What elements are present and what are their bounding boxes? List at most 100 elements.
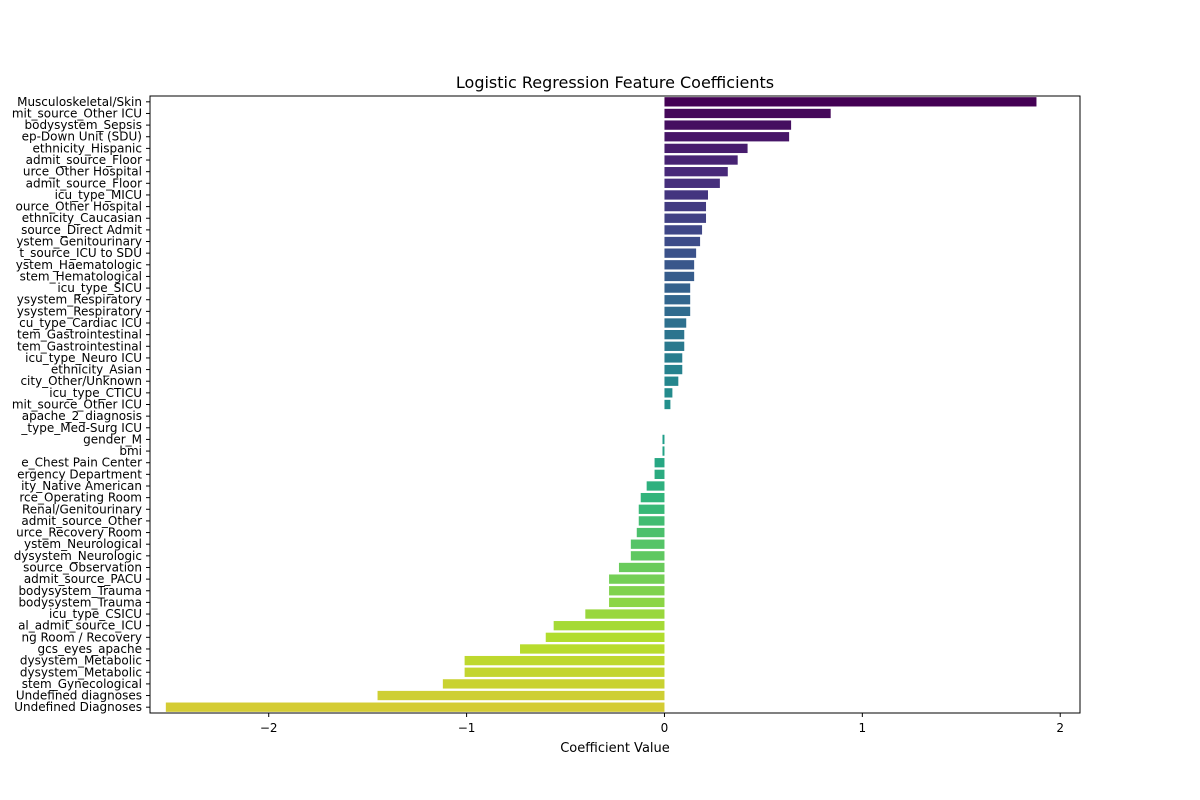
y-tick-label: Undefined diagnoses	[16, 689, 142, 703]
bar	[664, 236, 701, 247]
bar	[662, 434, 665, 445]
y-tick-label: admit_source_PACU	[24, 572, 142, 586]
y-tick-label: cu_type_Cardiac ICU	[19, 316, 142, 330]
bar	[464, 667, 665, 677]
x-axis-label: Coefficient Value	[560, 741, 670, 756]
y-tick-label: ethnicity_Hispanic	[33, 141, 143, 155]
bar	[609, 574, 665, 584]
bar	[664, 306, 691, 317]
y-tick-label: bodysystem_Trauma	[18, 595, 142, 609]
x-tick-label: −2	[260, 721, 278, 735]
y-tick-label: ysystem_Respiratory	[17, 304, 142, 318]
bar	[609, 597, 665, 608]
y-tick-label: Undefined Diagnoses	[14, 700, 142, 714]
bar	[664, 201, 707, 212]
bar	[664, 108, 831, 119]
x-tick-label: 0	[661, 721, 669, 735]
y-tick-label: icu_type_Neuro ICU	[25, 351, 142, 365]
y-tick-label: stem_Hematological	[20, 269, 142, 283]
bar	[664, 213, 707, 223]
y-tick-label: Renal/Genitourinary	[22, 502, 142, 516]
y-tick-label: ep-Down Unit (SDU)	[22, 130, 142, 144]
bar	[630, 551, 665, 561]
y-tick-label: bodysystem_Sepsis	[24, 118, 142, 132]
y-tick-label: admit_source_Floor	[26, 153, 142, 167]
bar	[664, 388, 673, 398]
y-tick-label: urce_Other Hospital	[23, 165, 142, 179]
x-tick-label: 2	[1056, 721, 1064, 735]
y-tick-label: mit_source_Other ICU	[12, 106, 142, 120]
bar	[664, 353, 683, 363]
bar	[664, 155, 738, 165]
y-tick-label: icu_type_MICU	[55, 188, 142, 202]
bar	[585, 609, 665, 619]
x-tick-label: −1	[458, 721, 476, 735]
y-tick-label: tem_Gastrointestinal	[17, 328, 142, 342]
bar	[520, 644, 665, 654]
bar	[664, 178, 720, 188]
y-tick-label: _type_Med-Surg ICU	[20, 421, 142, 435]
bar	[664, 248, 697, 258]
y-tick-label: urce_Recovery Room	[16, 526, 142, 540]
bar	[654, 469, 665, 480]
y-tick-label: ystem_Neurological	[24, 537, 142, 551]
bar	[664, 225, 703, 235]
y-tick-label: ystem_Genitourinary	[16, 235, 142, 249]
y-tick-label: gender_M	[83, 432, 142, 446]
y-tick-label: t_source_ICU to SDU	[19, 246, 142, 260]
y-tick-label: rce_Operating Room	[19, 491, 142, 505]
y-tick-label: ource_Other Hospital	[16, 200, 142, 214]
bar	[664, 318, 687, 328]
bar	[646, 481, 665, 491]
y-tick-label: source_Direct Admit	[21, 223, 142, 237]
bar	[664, 143, 748, 154]
y-tick-label: ergency Department	[17, 467, 142, 481]
bar	[662, 446, 665, 456]
bar	[553, 621, 665, 631]
y-tick-label: mit_source_Other ICU	[12, 398, 142, 412]
bar	[664, 329, 685, 340]
bar	[464, 655, 665, 666]
y-tick-label: ity_Native American	[21, 479, 142, 493]
bar	[664, 399, 671, 410]
bar	[630, 539, 665, 549]
bar	[638, 516, 665, 526]
y-tick-label: Musculoskeletal/Skin	[17, 95, 142, 109]
chart-title: Logistic Regression Feature Coefficients	[456, 73, 774, 92]
x-axis-ticks: −2 −1 0 1 2	[260, 713, 1064, 735]
y-tick-label: bodysystem_Trauma	[18, 584, 142, 598]
y-tick-label: al_admit_source_ICU	[18, 619, 142, 633]
y-tick-label: icu_type_CSICU	[49, 607, 142, 621]
bar	[664, 190, 708, 200]
bar	[664, 260, 695, 270]
bar	[165, 702, 665, 712]
y-tick-label: dysystem_Metabolic	[20, 654, 142, 668]
bar	[442, 679, 665, 689]
bar	[377, 690, 665, 701]
y-tick-label: admit_source_Other	[21, 514, 142, 528]
bar	[664, 364, 683, 375]
y-tick-label: ysystem_Respiratory	[17, 293, 142, 307]
bar	[664, 120, 792, 130]
bars-group	[165, 97, 1037, 712]
bar	[664, 271, 695, 282]
y-tick-label: stem_Gynecological	[22, 677, 142, 691]
y-tick-label: source_Observation	[23, 560, 142, 574]
y-tick-label: admit_source_Floor	[26, 176, 142, 190]
x-tick-label: 1	[859, 721, 867, 735]
bar	[664, 376, 679, 386]
bar	[664, 132, 790, 142]
y-tick-label: tem_Gastrointestinal	[17, 339, 142, 353]
bar	[640, 492, 665, 503]
bar	[618, 562, 665, 573]
bar	[664, 341, 685, 351]
bar	[545, 632, 665, 642]
y-tick-label: dysystem_Metabolic	[20, 665, 142, 679]
bar	[664, 295, 691, 305]
bar	[664, 283, 691, 293]
y-tick-label: ystem_Haematologic	[16, 258, 142, 272]
y-tick-label: gcs_eyes_apache	[38, 642, 143, 656]
